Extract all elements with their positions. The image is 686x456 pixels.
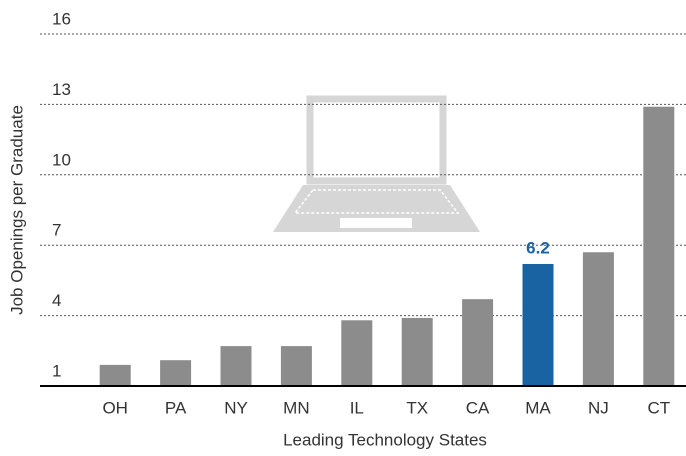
x-tick-label: MA [525,398,551,417]
x-tick-label: CT [647,398,670,417]
x-axis-label: Leading Technology States [283,430,487,449]
bar [220,346,252,386]
x-tick-label: TX [406,398,428,417]
bar [99,364,131,386]
bar [643,106,675,386]
y-axis-label: Job Openings per Graduate [7,105,26,315]
value-label: 6.2 [526,238,550,257]
y-tick-label: 13 [52,80,71,99]
bar [280,346,312,386]
y-tick-label: 16 [52,9,71,28]
x-tick-label: IL [350,398,364,417]
bar [522,263,554,386]
x-tick-label: CA [466,398,490,417]
x-tick-label: PA [165,398,187,417]
bar [401,317,433,386]
bar [462,299,494,386]
x-tick-label: NY [224,398,248,417]
y-tick-label: 4 [52,291,61,310]
bar [341,320,373,386]
y-tick-label: 1 [52,361,61,380]
y-tick-label: 7 [52,221,61,240]
x-tick-label: MN [283,398,309,417]
y-tick-label: 10 [52,150,71,169]
bar [160,360,192,386]
bar [582,252,614,386]
x-tick-label: OH [102,398,128,417]
laptop-icon [273,95,480,232]
x-tick-label: NJ [588,398,609,417]
